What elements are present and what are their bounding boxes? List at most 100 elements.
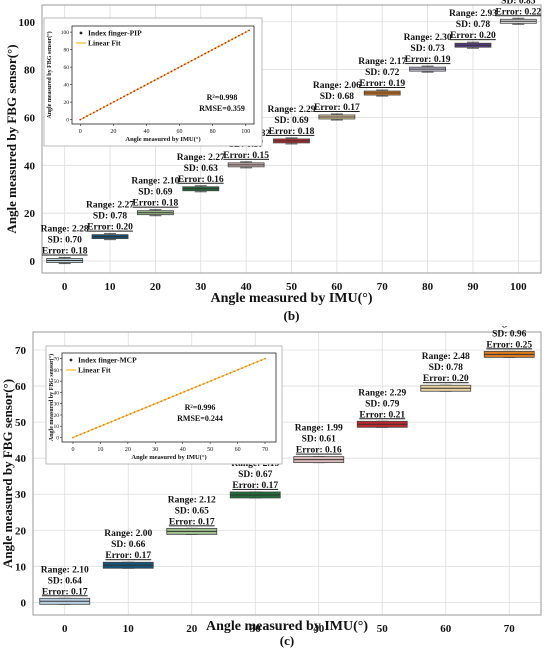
inset-data-point (102, 106, 105, 109)
inset-axes (61, 352, 277, 443)
inset-data-point (238, 34, 240, 37)
range-label: Range: 2.30 (404, 33, 452, 43)
inset-y-tick-label: 30 (54, 402, 60, 408)
inset-y-tick-label: 70 (54, 357, 60, 363)
sd-label: SD: 0.96 (492, 329, 527, 339)
error-label: Error: 0.15 (223, 151, 269, 161)
error-label: Error: 0.18 (42, 247, 88, 257)
inset-legend-label: Index finger-MCP (78, 356, 137, 365)
inset-data-point (194, 58, 196, 60)
inset-data-point (206, 381, 209, 384)
error-label: Error: 0.25 (486, 340, 532, 350)
inset-data-point (214, 378, 216, 381)
y-tick-label: 20 (15, 525, 27, 537)
inset-rmse: RMSE=0.244 (177, 414, 223, 423)
inset-y-tick-label: 50 (54, 379, 60, 385)
error-label: Error: 0.16 (296, 446, 342, 456)
y-tick-label: 60 (15, 381, 27, 393)
range-label: Range: 2.28 (41, 225, 89, 235)
x-tick-label: 20 (186, 623, 198, 635)
inset-data-point (146, 83, 149, 85)
panel-label: (c) (280, 633, 294, 648)
sd-label: SD: 0.70 (48, 236, 83, 246)
range-label: Range: 2.17 (358, 57, 406, 67)
error-label: Error: 0.17 (105, 551, 151, 561)
range-label: Range: 2.48 (422, 352, 470, 362)
inset-data-point (164, 398, 167, 401)
inset-data-point (190, 59, 193, 62)
inset-data-point (167, 72, 169, 75)
error-label: Error: 0.17 (42, 587, 88, 597)
sd-label: SD: 0.73 (410, 44, 445, 54)
x-tick-label: 70 (377, 281, 389, 293)
error-label: Error: 0.20 (423, 374, 469, 384)
inset-data-point (231, 38, 234, 41)
inset-data-point (177, 66, 180, 69)
y-tick-label: 30 (15, 489, 27, 501)
error-label: Error: 0.17 (314, 103, 360, 113)
inset-data-point (106, 422, 109, 425)
inset-frame (45, 345, 283, 465)
inset-data-point (152, 403, 155, 406)
inset-x-tick-label: 20 (125, 447, 131, 453)
inset-data-point (83, 431, 86, 434)
range-label: Range: 2.73 (485, 326, 533, 328)
inset-data-point (72, 436, 74, 439)
sd-label: SD: 0.64 (48, 576, 83, 586)
inset-y-tick-label: 10 (54, 424, 60, 430)
inset-data-point (180, 65, 183, 67)
inset-data-point (204, 52, 207, 55)
inset-y-tick-label: 0 (56, 435, 59, 441)
box-chart-b: 0 20 40 60 80 100 0 10 20 30 40 50 60 70 80 90 100 Angle … (4, 0, 542, 323)
error-label: Error: 0.18 (133, 199, 179, 209)
inset-data-point (248, 29, 250, 32)
range-label: Range: 2.06 (313, 81, 361, 91)
inset-data-point (118, 417, 120, 420)
sd-label: SD: 0.78 (456, 20, 491, 30)
inset-data-point (133, 90, 136, 92)
x-tick-label: 0 (62, 623, 68, 635)
sd-label: SD: 0.78 (93, 212, 128, 222)
inset-data-point (187, 389, 190, 392)
inset-x-tick-label: 20 (110, 129, 116, 135)
inset-y-axis-title: Angle measured by FBG sensor(°) (48, 354, 55, 441)
inset-data-point (113, 100, 115, 103)
inset-data-point (125, 414, 128, 417)
inset-y-tick-label: 60 (54, 368, 60, 374)
y-tick-label: 100 (19, 17, 36, 29)
error-label: Error: 0.16 (178, 175, 224, 185)
inset-x-tick-label: 70 (262, 447, 268, 453)
error-label: Error: 0.18 (269, 127, 315, 137)
x-tick-label: 10 (123, 623, 135, 635)
inset-data-point (194, 386, 197, 388)
inset-x-tick-label: 100 (241, 129, 250, 135)
inset-x-axis-title: Angle measured by IMU(°) (125, 136, 200, 143)
inset-data-point (198, 384, 201, 387)
inset-x-tick-label: 30 (152, 447, 158, 453)
inset-data-point (211, 49, 213, 51)
inset-y-tick-label: 20 (54, 413, 60, 419)
inset-data-point (156, 401, 159, 404)
y-tick-label: 40 (15, 453, 27, 465)
y-tick-label: 80 (24, 65, 36, 77)
inset-data-point (224, 41, 227, 44)
inset-axes (71, 25, 255, 125)
inset-data-point (207, 50, 210, 53)
inset-data-point (157, 77, 159, 80)
inset-data-point (133, 411, 136, 414)
x-tick-label: 40 (241, 281, 253, 293)
inset-data-point (202, 382, 205, 385)
error-label: Error: 0.19 (359, 79, 405, 89)
inset-data-point (237, 368, 240, 371)
x-tick-label: 70 (504, 623, 516, 635)
inset-data-point (200, 54, 203, 57)
inset-data-point (129, 412, 132, 415)
sd-label: SD: 0.63 (184, 164, 219, 174)
inset-data-point (160, 400, 163, 403)
x-tick-label: 50 (286, 281, 298, 293)
